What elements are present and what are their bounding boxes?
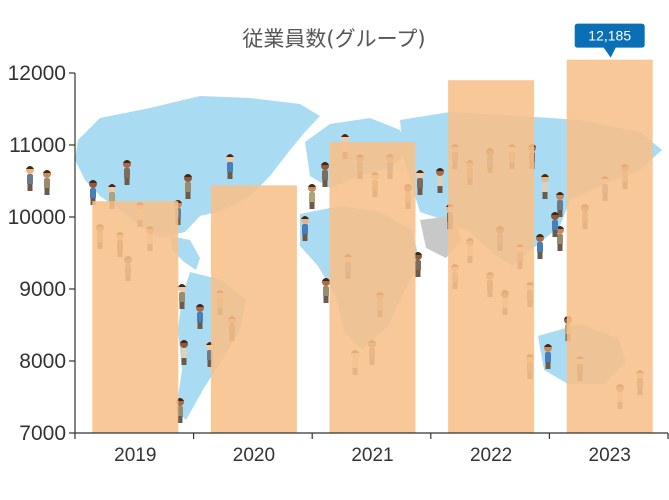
map-greenland (200, 100, 262, 156)
callout-label: 12,185 (588, 28, 631, 44)
x-tick-label: 2020 (233, 445, 275, 466)
person-figure (321, 162, 329, 187)
y-axis: 7000 8000 9000 10000 11000 12000 (8, 62, 76, 445)
person-figure (416, 170, 424, 195)
person-figure (308, 184, 316, 209)
chart-title: 従業員数(グループ) (242, 27, 425, 51)
x-tick-label: 2019 (114, 445, 156, 466)
bar-2019 (92, 201, 179, 433)
person-figure (26, 166, 34, 191)
y-tick-label: 12000 (8, 62, 66, 85)
x-tick-label: 2021 (351, 445, 393, 466)
y-tick-label: 9000 (19, 278, 66, 301)
bar-2022 (448, 80, 535, 433)
person-figure (556, 192, 564, 217)
bar-2020 (210, 185, 297, 433)
bars (92, 59, 653, 434)
person-figure (180, 340, 188, 365)
x-tick-label: 2022 (470, 445, 512, 466)
person-figure (123, 160, 131, 185)
person-figure (43, 170, 51, 195)
x-tick-label: 2023 (589, 445, 631, 466)
person-figure (541, 174, 549, 199)
person-figure (436, 168, 444, 193)
value-callout: 12,185 (574, 23, 645, 58)
person-figure (178, 284, 186, 309)
y-tick-label: 7000 (19, 422, 66, 445)
person-figure (226, 154, 234, 179)
y-tick-label: 11000 (9, 134, 66, 157)
y-tick-label: 8000 (19, 350, 66, 373)
bar-2021 (329, 142, 416, 433)
person-figure (322, 278, 330, 303)
person-figure (301, 216, 309, 241)
person-figure (196, 304, 204, 329)
person-figure (184, 174, 192, 199)
person-figure (544, 344, 552, 369)
bar-2023 (566, 59, 653, 434)
person-figure (414, 252, 422, 277)
person-figure (551, 212, 559, 237)
x-axis: 2019 2020 2021 2022 2023 (74, 432, 669, 466)
y-tick-label: 10000 (8, 206, 66, 229)
person-figure (536, 234, 544, 259)
callout-bubble (574, 23, 645, 58)
